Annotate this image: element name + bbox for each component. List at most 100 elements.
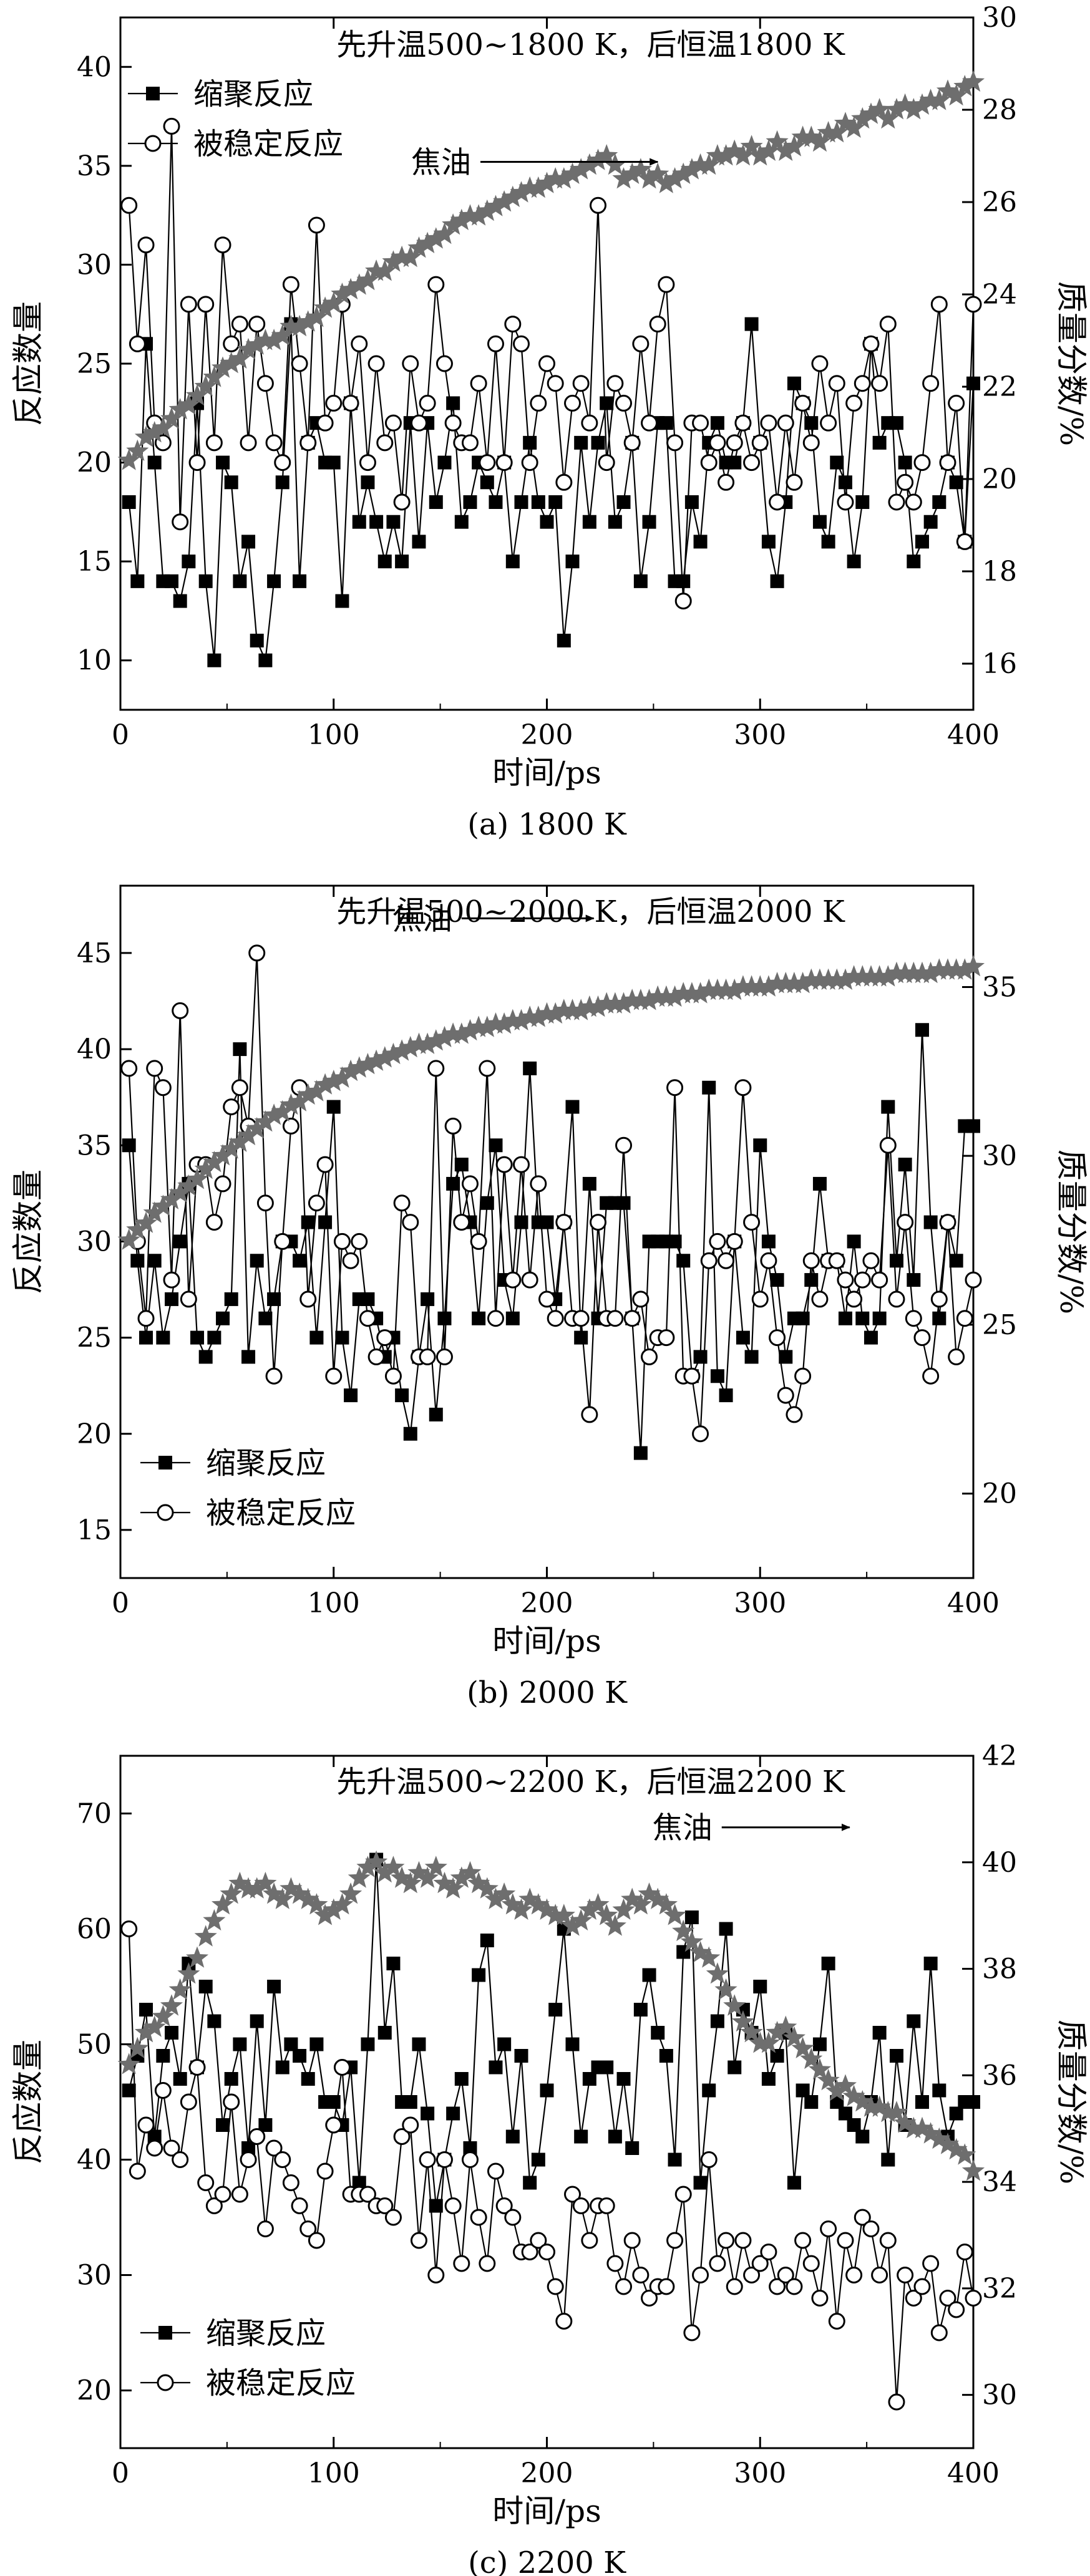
tar-point <box>126 439 149 461</box>
stabilized-point <box>572 1310 590 1327</box>
tar-point <box>859 965 882 987</box>
condensation-point <box>633 2003 648 2017</box>
tar-point <box>373 1861 396 1883</box>
tar-point <box>621 1887 644 1909</box>
condensation-point <box>591 435 605 450</box>
tar-point <box>646 1887 669 1909</box>
stabilized-point <box>316 1156 334 1173</box>
condensation-point <box>625 2141 640 2155</box>
condensation-point <box>207 1330 221 1345</box>
condensation-point <box>250 2014 264 2028</box>
tar-point <box>228 1130 251 1152</box>
tar-point <box>134 1211 158 1233</box>
y-axis-title: 反应数量 <box>10 1169 46 1294</box>
y2-tick-label: 42 <box>982 1740 1017 1772</box>
tar-point <box>698 153 721 175</box>
stabilized-point <box>367 355 385 372</box>
condensation-point <box>489 1138 503 1153</box>
tar-point <box>885 2101 908 2123</box>
tar-point <box>910 2116 934 2139</box>
tar-point <box>263 1882 286 1904</box>
stabilized-point <box>615 394 633 412</box>
stabilized-point <box>939 1214 956 1231</box>
condensation-point <box>608 515 622 529</box>
tar-point <box>177 1962 200 1984</box>
condensation-point <box>608 2129 622 2144</box>
legend-marker <box>146 87 160 100</box>
condensation-point <box>923 515 938 529</box>
stabilized-point <box>837 1271 854 1289</box>
condensation-point <box>301 1215 315 1229</box>
stabilized-point <box>837 493 854 511</box>
condensation-point <box>216 2118 230 2132</box>
y2-tick-label: 26 <box>982 186 1017 218</box>
stabilized-point <box>223 335 240 352</box>
condensation-point <box>421 1292 435 1306</box>
condensation-point <box>446 2106 460 2121</box>
condensation-point <box>949 475 963 490</box>
stabilized-point <box>658 1329 675 1347</box>
stabilized-point <box>299 1290 317 1308</box>
tar-point <box>442 213 465 235</box>
condensation-point <box>761 535 776 549</box>
stabilized-point <box>342 1252 359 1269</box>
tar-point <box>757 975 780 997</box>
stabilized-point <box>922 375 940 392</box>
condensation-point <box>582 515 596 529</box>
condensation-point <box>889 416 903 430</box>
stabilized-point <box>692 2267 709 2283</box>
stabilized-point <box>820 414 837 432</box>
condensation-point <box>386 515 401 529</box>
condensation-point <box>130 574 145 588</box>
condensation-point <box>540 2083 554 2098</box>
condensation-point <box>335 1330 349 1345</box>
tar-point <box>680 1930 703 1952</box>
tar-point <box>331 1066 354 1088</box>
tar-point <box>280 1093 303 1115</box>
tar-point <box>749 2031 772 2053</box>
tar-point <box>203 1151 226 1173</box>
tar-point <box>365 1049 388 1071</box>
y-tick-label: 35 <box>77 1130 112 1161</box>
tar-point <box>399 1871 422 1894</box>
condensation-point <box>574 1330 588 1345</box>
condensation-point <box>710 416 724 430</box>
series-star <box>117 1850 985 2181</box>
stabilized-point <box>530 394 547 412</box>
stabilized-point <box>606 1310 624 1327</box>
tar-point <box>782 972 805 994</box>
tar-point <box>723 1994 746 2016</box>
stabilized-point <box>137 2116 155 2134</box>
tar-point <box>348 1056 371 1078</box>
stabilized-point <box>419 394 436 412</box>
tar-point <box>825 2079 849 2101</box>
condensation-point <box>710 1369 724 1383</box>
stabilized-point <box>666 1079 684 1097</box>
tar-point <box>749 144 772 166</box>
tar-point <box>714 978 737 1000</box>
tar-point <box>450 1022 473 1044</box>
series-open-circle <box>120 944 982 1443</box>
condensation-point <box>616 1196 631 1210</box>
condensation-point <box>377 554 392 569</box>
stabilized-point <box>547 375 564 392</box>
tar-point <box>373 1046 396 1068</box>
tar-point <box>808 2058 831 2080</box>
stabilized-point <box>615 2278 633 2295</box>
tar-point <box>936 79 960 101</box>
tar-point <box>527 1005 550 1027</box>
condensation-point <box>403 2095 417 2109</box>
tar-point <box>433 222 456 245</box>
condensation-point <box>267 1980 281 1993</box>
stabilized-point <box>674 2186 692 2203</box>
condensation-point <box>489 2060 503 2075</box>
stabilized-point <box>743 2267 761 2283</box>
stabilized-point <box>384 414 402 432</box>
y2-axis-title: 质量分数/% <box>1053 281 1089 446</box>
stabilized-point <box>188 2059 206 2076</box>
tar-point <box>868 965 891 987</box>
stabilized-point <box>231 1079 248 1097</box>
y-tick-label: 60 <box>77 1914 112 1945</box>
tar-point <box>578 153 601 175</box>
condensation-point <box>293 574 307 588</box>
